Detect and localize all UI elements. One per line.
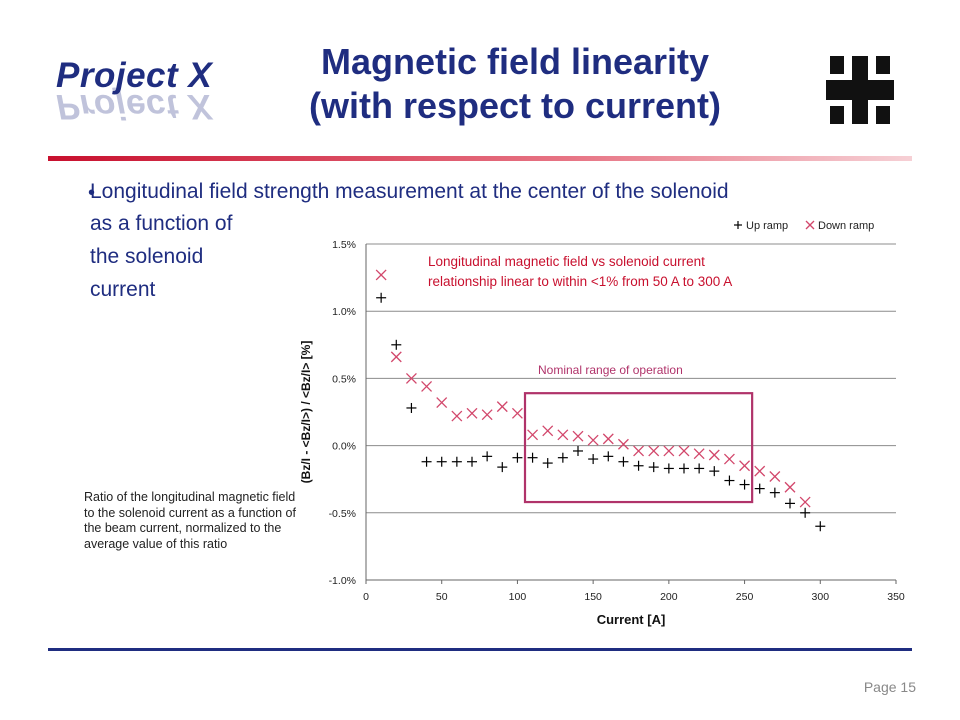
figure-caption: Ratio of the longitudinal magnetic field… <box>84 490 296 551</box>
bullet-marker: • <box>88 182 96 204</box>
x-tick-label: 150 <box>584 591 602 603</box>
down-ramp-point <box>754 465 766 477</box>
y-tick-label: 0.5% <box>332 373 356 385</box>
linearity-chart: -1.0% -0.5% 0.0% 0.5% 1.0% 1.5% 0 50 100 150 200 25… <box>299 220 905 627</box>
annotation-linearity-line-1: Longitudinal magnetic field vs solenoid … <box>428 254 705 269</box>
down-ramp-point <box>572 430 584 442</box>
legend-down-ramp-marker <box>805 220 815 230</box>
header-divider <box>48 156 912 161</box>
fermilab-logo-icon <box>826 56 894 124</box>
down-ramp-point <box>527 429 539 441</box>
down-ramp-point <box>633 445 645 457</box>
down-ramp-point <box>496 401 508 413</box>
down-ramp-point <box>481 409 493 421</box>
down-ramp-point <box>769 471 781 482</box>
bullet-text-line-1: Longitudinal field strength measurement … <box>90 180 729 203</box>
logo-reflection: Project X <box>56 87 213 126</box>
down-ramp-point <box>451 410 463 422</box>
bullet-text-line-4: current <box>90 278 156 301</box>
down-ramp-point <box>587 434 599 446</box>
nominal-range-box <box>523 392 754 504</box>
bullet-text-line-2: as a function of <box>90 212 233 235</box>
x-tick-label: 0 <box>363 591 369 603</box>
x-tick-label: 50 <box>436 591 448 603</box>
y-tick-label: 1.0% <box>332 306 356 318</box>
down-ramp-point <box>723 453 735 465</box>
down-ramp-point <box>663 445 675 457</box>
x-tick-label: 100 <box>509 591 527 603</box>
footer-divider <box>48 648 912 651</box>
down-ramp-point <box>693 448 705 460</box>
y-tick-label: 1.5% <box>332 239 356 251</box>
down-ramp-point <box>648 445 660 457</box>
down-ramp-point <box>466 407 478 419</box>
down-ramp-point <box>739 460 751 472</box>
down-ramp-point <box>784 481 796 493</box>
down-ramp-point <box>511 407 523 419</box>
x-tick-label: 350 <box>887 591 905 603</box>
x-tick-label: 300 <box>812 591 830 603</box>
title-line-2: (with respect to current) <box>308 85 722 126</box>
x-axis-label: Current [A] <box>597 612 666 627</box>
down-ramp-point <box>405 372 417 384</box>
down-ramp-point <box>375 269 387 281</box>
down-ramp-point <box>542 425 554 437</box>
x-tick-label: 250 <box>736 591 754 603</box>
down-ramp-point <box>708 449 720 461</box>
down-ramp-point <box>436 397 448 409</box>
down-ramp-point <box>557 429 569 441</box>
down-ramp-point <box>799 496 811 508</box>
logo-text: Project X <box>56 56 213 95</box>
annotation-nominal-range: Nominal range of operation <box>538 363 683 377</box>
y-tick-label: 0.0% <box>332 441 356 453</box>
down-ramp-point <box>617 438 629 450</box>
legend-up-ramp-label: Up ramp <box>746 220 788 232</box>
title-line-1: Magnetic field linearity <box>320 41 710 82</box>
legend-down-ramp-label: Down ramp <box>818 220 874 232</box>
project-x-logo: Project X Project X <box>48 56 228 132</box>
slide-title: Magnetic field linearity (with respect t… <box>250 40 780 128</box>
bullet-text-line-3: the solenoid <box>90 245 204 268</box>
down-ramp-point <box>390 351 402 363</box>
y-tick-label: -1.0% <box>329 575 356 587</box>
down-ramp-point <box>602 433 614 445</box>
annotation-linearity-line-2: relationship linear to within <1% from 5… <box>428 274 732 289</box>
y-axis-label: (Bz/I - <Bz/I>) / <Bz/I> [%] <box>299 341 313 484</box>
y-tick-label: -0.5% <box>329 508 356 520</box>
down-ramp-point <box>421 381 433 392</box>
x-tick-label: 200 <box>660 591 678 603</box>
page-number: Page 15 <box>863 679 916 695</box>
down-ramp-point <box>678 445 690 457</box>
